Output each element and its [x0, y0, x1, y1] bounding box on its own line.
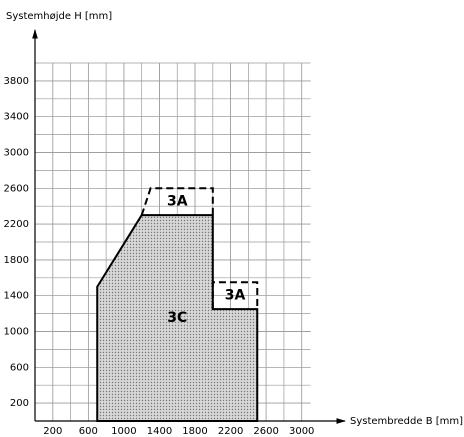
y-tick-label: 3000 [4, 148, 29, 159]
y-tick-label: 200 [10, 398, 29, 409]
region [140, 187, 214, 216]
x-tick-label: 2600 [253, 426, 278, 437]
x-tick-label: 3000 [289, 426, 314, 437]
y-tick-label: 2200 [4, 219, 29, 230]
y-tick-label: 1800 [4, 255, 29, 266]
x-tick-label: 2200 [218, 426, 243, 437]
region [96, 214, 259, 422]
region-label: 3C [167, 310, 187, 326]
x-tick-label: 1000 [111, 426, 136, 437]
x-tick-label: 1400 [147, 426, 172, 437]
y-axis-label: Systemhøjde H [mm] [6, 11, 112, 22]
x-tick-label: 600 [79, 426, 98, 437]
x-tick-label: 200 [43, 426, 62, 437]
x-axis-label: Systembredde B [mm] [350, 416, 463, 427]
region [211, 281, 259, 310]
y-tick-label: 1400 [4, 291, 29, 302]
y-tick-label: 1000 [4, 327, 29, 338]
y-tick-label: 2600 [4, 183, 29, 194]
region-label: 3A [167, 194, 188, 210]
x-tick-label: 1800 [182, 426, 207, 437]
region-label: 3A [225, 288, 246, 304]
y-tick-label: 3400 [4, 112, 29, 123]
y-tick-label: 600 [10, 362, 29, 373]
y-tick-label: 3800 [4, 76, 29, 87]
